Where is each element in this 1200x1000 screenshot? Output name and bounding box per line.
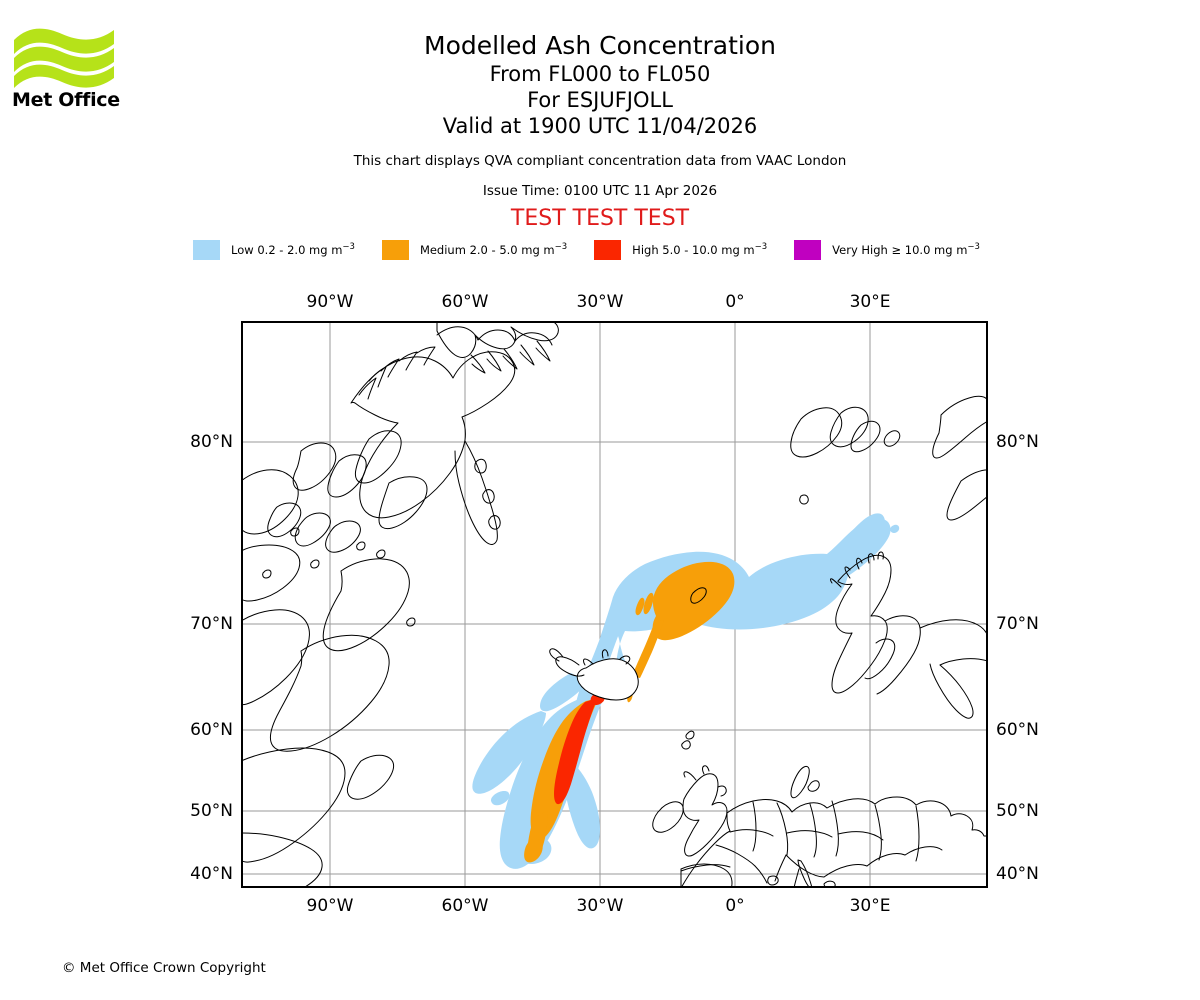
lat-label-right-50n: 50°N [996, 801, 1039, 821]
legend-label-low: Low 0.2 - 2.0 mg m−3 [231, 242, 355, 257]
legend-label-very-high: Very High ≥ 10.0 mg m−3 [832, 242, 980, 257]
lat-label-left-70n: 70°N [190, 614, 233, 634]
legend-label-high: High 5.0 - 10.0 mg m−3 [632, 242, 768, 257]
valid-time: Valid at 1900 UTC 11/04/2026 [442, 114, 758, 138]
lat-label-left-80n: 80°N [190, 432, 233, 452]
map-frame [241, 321, 988, 888]
map-canvas [241, 321, 988, 888]
lat-label-left-50n: 50°N [190, 801, 233, 821]
legend-item-medium: Medium 2.0 - 5.0 mg m−3 [381, 240, 594, 260]
coastlines [242, 322, 987, 887]
lat-label-right-70n: 70°N [996, 614, 1039, 634]
lat-label-right-60n: 60°N [996, 720, 1039, 740]
lon-label-top-30e: 30°E [849, 292, 891, 312]
met-office-logo: Met Office [12, 22, 122, 114]
volcano-name: For ESJUFJOLL [527, 88, 673, 112]
legend-label-medium: Medium 2.0 - 5.0 mg m−3 [419, 242, 568, 257]
lon-label-bottom-0: 0° [725, 896, 745, 916]
qva-note: This chart displays QVA compliant concen… [353, 153, 847, 169]
issue-time: Issue Time: 0100 UTC 11 Apr 2026 [482, 183, 718, 199]
concentration-legend: Low 0.2 - 2.0 mg m−3 Medium 2.0 - 5.0 mg… [0, 240, 1200, 260]
lon-label-bottom-90w: 90°W [306, 896, 354, 916]
lon-label-top-60w: 60°W [441, 292, 489, 312]
lon-label-top-30w: 30°W [576, 292, 624, 312]
lat-label-right-80n: 80°N [996, 432, 1039, 452]
flight-level-range: From FL000 to FL050 [489, 62, 711, 86]
legend-item-high: High 5.0 - 10.0 mg m−3 [594, 240, 794, 260]
lat-label-left-60n: 60°N [190, 720, 233, 740]
lat-label-left-40n: 40°N [190, 864, 233, 884]
legend-swatch-medium [381, 240, 409, 260]
lon-label-bottom-60w: 60°W [441, 896, 489, 916]
lon-label-top-0: 0° [725, 292, 745, 312]
copyright-notice: © Met Office Crown Copyright [62, 960, 266, 976]
legend-swatch-low [193, 240, 221, 260]
lon-label-bottom-30e: 30°E [849, 896, 891, 916]
met-office-waves-icon [14, 28, 114, 88]
ash-concentration-map [241, 321, 988, 888]
legend-swatch-high [594, 240, 622, 260]
test-banner: TEST TEST TEST [510, 206, 690, 231]
chart-header: Modelled Ash Concentration From FL000 to… [0, 0, 1200, 232]
lon-label-bottom-30w: 30°W [576, 896, 624, 916]
legend-item-very-high: Very High ≥ 10.0 mg m−3 [794, 240, 1007, 260]
page-title: Modelled Ash Concentration [424, 31, 776, 60]
met-office-logo-text: Met Office [12, 89, 120, 111]
legend-swatch-very-high [794, 240, 822, 260]
lon-label-top-90w: 90°W [306, 292, 354, 312]
legend-item-low: Low 0.2 - 2.0 mg m−3 [193, 240, 382, 260]
lat-label-right-40n: 40°N [996, 864, 1039, 884]
